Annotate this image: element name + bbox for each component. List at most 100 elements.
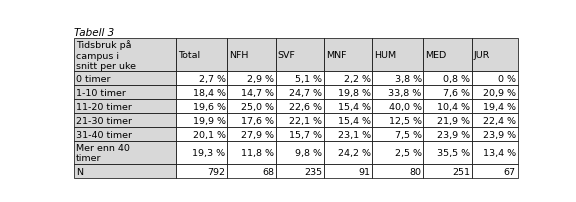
Bar [423,39,472,72]
Bar [324,164,373,178]
Text: 5,1 %: 5,1 % [295,74,323,83]
Text: 15,7 %: 15,7 % [289,130,323,139]
Bar [423,72,472,86]
Bar [423,86,472,100]
Text: 23,9 %: 23,9 % [483,130,516,139]
Bar [472,114,517,128]
Text: 31-40 timer: 31-40 timer [76,130,132,139]
Text: 235: 235 [304,167,323,176]
Text: 9,8 %: 9,8 % [295,148,323,157]
Bar [276,128,324,142]
Text: JUR: JUR [473,51,490,60]
Bar [228,100,276,114]
Bar [472,128,517,142]
Text: 2,5 %: 2,5 % [395,148,422,157]
Bar [324,128,373,142]
Text: 91: 91 [359,167,370,176]
Bar [228,164,276,178]
Bar [373,86,423,100]
Bar [176,164,228,178]
Text: Tabell 3: Tabell 3 [74,27,115,37]
Text: 27,9 %: 27,9 % [241,130,274,139]
Bar [176,86,228,100]
Bar [472,72,517,86]
Text: 22,1 %: 22,1 % [289,116,323,125]
Text: 22,6 %: 22,6 % [289,102,323,111]
Bar [324,142,373,164]
Bar [228,72,276,86]
Text: 67: 67 [504,167,516,176]
Text: 23,9 %: 23,9 % [437,130,470,139]
Bar [176,100,228,114]
Bar [324,100,373,114]
Text: 0 timer: 0 timer [76,74,111,83]
Text: 792: 792 [207,167,226,176]
Bar [276,72,324,86]
Bar [423,128,472,142]
Bar [176,114,228,128]
Bar [324,114,373,128]
Bar [423,114,472,128]
Bar [74,128,176,142]
Text: 19,9 %: 19,9 % [192,116,226,125]
Bar [176,142,228,164]
Text: 15,4 %: 15,4 % [338,116,370,125]
Text: 19,3 %: 19,3 % [192,148,226,157]
Text: 15,4 %: 15,4 % [338,102,370,111]
Bar [472,39,517,72]
Bar [373,39,423,72]
Text: 21,9 %: 21,9 % [437,116,470,125]
Bar [472,164,517,178]
Bar [373,142,423,164]
Bar [373,72,423,86]
Text: MNF: MNF [326,51,346,60]
Text: SVF: SVF [278,51,295,60]
Bar [472,100,517,114]
Text: 19,4 %: 19,4 % [483,102,516,111]
Text: 24,7 %: 24,7 % [289,88,323,97]
Bar [228,128,276,142]
Text: 24,2 %: 24,2 % [338,148,370,157]
Text: N: N [76,167,83,176]
Text: MED: MED [425,51,446,60]
Bar [228,142,276,164]
Bar [423,100,472,114]
Text: 23,1 %: 23,1 % [338,130,370,139]
Bar [276,114,324,128]
Text: 1-10 timer: 1-10 timer [76,88,126,97]
Text: 2,7 %: 2,7 % [199,74,226,83]
Bar [324,86,373,100]
Text: 33,8 %: 33,8 % [388,88,422,97]
Text: 0,8 %: 0,8 % [443,74,470,83]
Bar [74,164,176,178]
Text: 17,6 %: 17,6 % [241,116,274,125]
Bar [74,100,176,114]
Text: 11-20 timer: 11-20 timer [76,102,132,111]
Bar [472,86,517,100]
Bar [276,86,324,100]
Text: 13,4 %: 13,4 % [483,148,516,157]
Text: 19,6 %: 19,6 % [192,102,226,111]
Text: 40,0 %: 40,0 % [389,102,422,111]
Text: 10,4 %: 10,4 % [437,102,470,111]
Text: 251: 251 [452,167,470,176]
Bar [276,164,324,178]
Bar [276,142,324,164]
Bar [324,39,373,72]
Text: 12,5 %: 12,5 % [389,116,422,125]
Text: 19,8 %: 19,8 % [338,88,370,97]
Bar [373,100,423,114]
Bar [74,39,176,72]
Bar [176,39,228,72]
Text: 18,4 %: 18,4 % [192,88,226,97]
Bar [324,72,373,86]
Bar [276,100,324,114]
Bar [228,39,276,72]
Bar [74,142,176,164]
Bar [423,164,472,178]
Text: 2,2 %: 2,2 % [344,74,370,83]
Text: 21-30 timer: 21-30 timer [76,116,132,125]
Text: Tidsbruk på
campus i
snitt per uke: Tidsbruk på campus i snitt per uke [76,40,136,71]
Bar [373,114,423,128]
Bar [74,114,176,128]
